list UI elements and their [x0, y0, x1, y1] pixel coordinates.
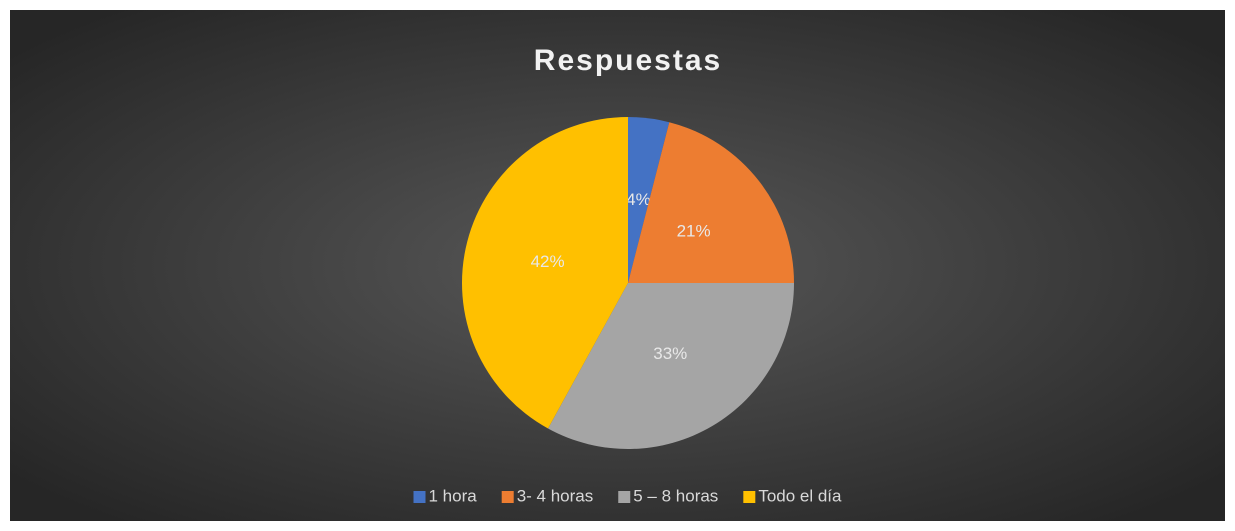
legend-swatch — [618, 491, 631, 503]
legend-label: 3- 4 horas — [517, 486, 594, 505]
pie-slice — [461, 117, 628, 429]
legend: 1 hora 3- 4 horas 5 – 8 horas Todo el día — [413, 486, 842, 505]
chart-title: Respuestas — [534, 44, 722, 77]
pie-slice — [628, 122, 794, 283]
legend-label: 1 hora — [429, 486, 478, 505]
legend-label: Todo el día — [758, 486, 842, 505]
data-label: 33% — [653, 344, 687, 363]
legend-swatch — [501, 491, 514, 503]
legend-label: 5 – 8 horas — [633, 486, 718, 505]
data-label: 4% — [626, 190, 651, 209]
data-label: 42% — [531, 252, 565, 271]
pie-slice — [548, 283, 794, 449]
pie-slice — [628, 117, 670, 283]
data-label: 21% — [677, 222, 711, 241]
legend-swatch — [743, 491, 756, 503]
pie: 4% 21% 33% 42% — [461, 117, 794, 449]
legend-swatch — [413, 491, 426, 503]
